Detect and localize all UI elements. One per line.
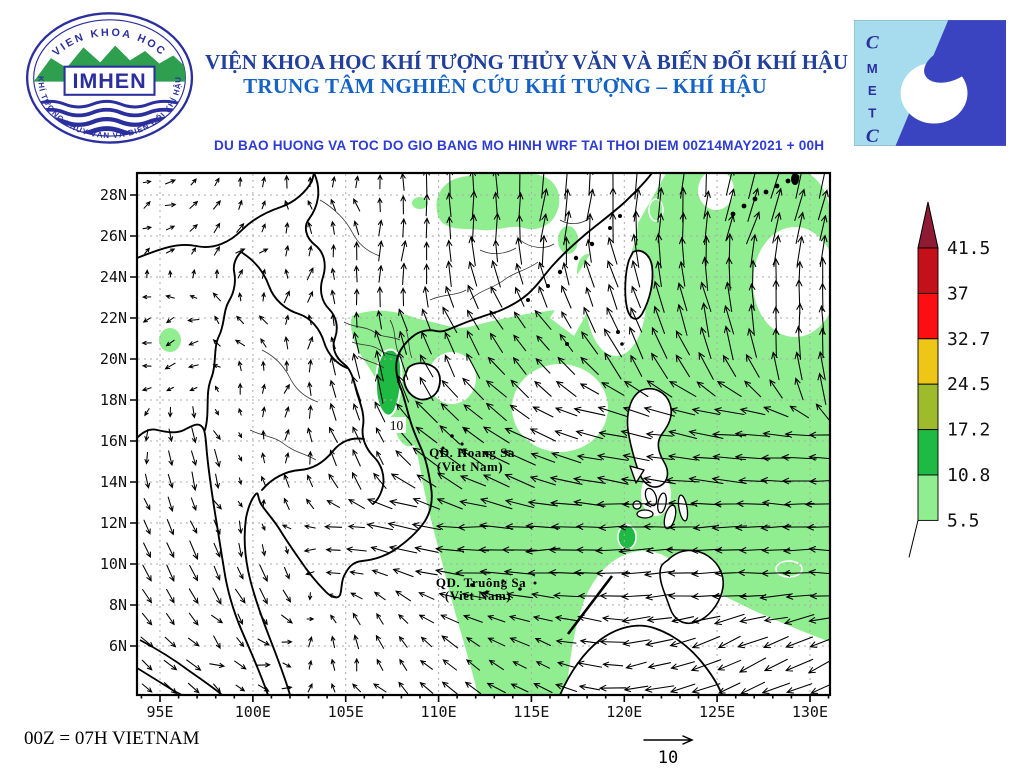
shade-blob: [475, 579, 499, 595]
lat-tick-label: 12N: [100, 514, 127, 532]
border-northwest: [137, 173, 315, 259]
islands: [137, 173, 800, 695]
cmetc-logo-scurve-dark: [924, 46, 975, 83]
borneo-coast: [559, 624, 723, 695]
contour-label-group: 10: [387, 417, 406, 433]
contour-ring: [648, 198, 664, 222]
white-gap-top: [698, 173, 734, 210]
colorbar-level-label: 24.5: [947, 374, 990, 395]
colorbar-tail: [908, 520, 919, 558]
wind-speed-colorbar: 41.5 37 32.7 24.5 17.2 10.8 5.5: [908, 201, 990, 558]
lon-tick-label: 120E: [606, 703, 642, 721]
lat-tick-label: 14N: [100, 473, 127, 491]
forecast-title: DU BAO HUONG VA TOC DO GIO BANG MO HINH …: [214, 137, 825, 153]
truong-sa-label2: (Viet Nam): [445, 588, 511, 603]
lon-tick-label: 125E: [699, 703, 735, 721]
svg-text:C: C: [866, 33, 880, 54]
lat-tick-label: 18N: [100, 391, 127, 409]
svg-text:C: C: [866, 126, 880, 146]
cmetc-logo: C M E T C: [854, 20, 1006, 146]
center-title: TRUNG TÂM NGHIÊN CỨU KHÍ TƯỢNG – KHÍ HẬU: [243, 74, 767, 98]
imhen-logo: IMHEN VIEN KHOA HOC KHÍ TƯỢNG THỦY VĂN V…: [25, 12, 194, 144]
colorbar-over-arrow: [917, 201, 939, 249]
mindanao-island: [659, 549, 724, 624]
colorbar-level-label: 37: [947, 283, 969, 304]
colorbar-level-label: 17.2: [947, 420, 990, 441]
border-thai-myanmar: [204, 251, 242, 431]
palawan-island: [566, 575, 614, 635]
lat-tick-label: 22N: [100, 309, 127, 327]
colorbar-level-label: 10.8: [947, 465, 990, 486]
island-labels: QD. Hoang Sa (Viet Nam) QD. Truông Sa (V…: [429, 445, 526, 603]
hoang-sa-label2: (Viet Nam): [437, 459, 503, 474]
border-cambodia: [261, 437, 365, 491]
lat-tick-label: 28N: [100, 186, 127, 204]
axis-ticks: [130, 194, 830, 702]
imhen-acronym-box: [63, 65, 156, 96]
coastlines: [137, 173, 653, 695]
svg-text:E: E: [868, 83, 877, 98]
svg-text:T: T: [868, 105, 876, 120]
lat-tick-label: 20N: [100, 350, 127, 368]
lon-tick-label: 95E: [146, 703, 173, 721]
colorbar-level-label: 32.7: [947, 329, 990, 350]
shade-blob: [412, 197, 428, 209]
white-gap-east: [753, 227, 830, 337]
colorbar-level-label: 5.5: [947, 510, 980, 531]
hoang-sa-label: QD. Hoang Sa: [429, 445, 515, 460]
small-islands: [441, 173, 800, 594]
lon-tick-label: 110E: [420, 703, 456, 721]
colorbar-segment: [917, 474, 939, 521]
lon-tick-label: 130E: [792, 703, 828, 721]
colorbar-segment: [917, 338, 939, 385]
lat-tick-label: 16N: [100, 432, 127, 450]
latitude-axis: 28N 26N 24N 22N 20N 18N 16N 14N 12N 10N 8N 6N: [100, 186, 127, 655]
lat-tick-label: 8N: [109, 596, 127, 614]
colorbar-level-label: 41.5: [947, 238, 990, 259]
coastline-myanmar: [137, 423, 269, 695]
imhen-acronym: IMHEN: [73, 69, 147, 93]
reference-arrow-icon: [643, 735, 694, 745]
colorbar-segment: [917, 383, 939, 431]
contour-label-box: [387, 417, 406, 433]
truong-sa-label: QD. Truông Sa: [436, 575, 526, 590]
colorbar-segment: [917, 247, 939, 294]
svg-text:M: M: [867, 61, 878, 76]
institute-title: VIỆN KHOA HỌC KHÍ TƯỢNG THỦY VĂN VÀ BIẾN…: [205, 50, 848, 74]
lon-tick-label: 105E: [328, 703, 364, 721]
shade-blob: [159, 328, 181, 352]
timezone-note: 00Z = 07H VIETNAM: [24, 728, 200, 749]
coastline-mainland: [243, 173, 653, 695]
mountain-snowline-icon: [50, 42, 161, 68]
mindoro-island: [629, 465, 645, 484]
lon-tick-label: 115E: [513, 703, 549, 721]
longitude-axis: 95E 100E 105E 110E 115E 120E 125E 130E: [146, 703, 828, 721]
white-gap-hainan: [428, 352, 476, 404]
contour-ring: [775, 560, 803, 578]
colorbar-segment: [917, 292, 939, 340]
lat-tick-label: 10N: [100, 555, 127, 573]
lat-tick-label: 26N: [100, 227, 127, 245]
shade-region-south-china: [436, 173, 560, 231]
contour-label: 10: [390, 418, 404, 433]
border-laos-vietnam: [304, 173, 385, 505]
reference-arrow-group: 10: [643, 735, 694, 768]
colorbar-segment: [917, 429, 939, 476]
wind-arrows: [140, 173, 830, 695]
visayas-islands: [632, 487, 689, 530]
lat-tick-label: 6N: [109, 637, 127, 655]
cmetc-letters: C M E T C: [866, 33, 880, 146]
reference-arrow-label: 10: [658, 748, 678, 768]
lat-tick-label: 24N: [100, 268, 127, 286]
shade-max-sulu: [617, 524, 637, 550]
lon-tick-label: 100E: [235, 703, 271, 721]
map-border: [135, 171, 832, 697]
